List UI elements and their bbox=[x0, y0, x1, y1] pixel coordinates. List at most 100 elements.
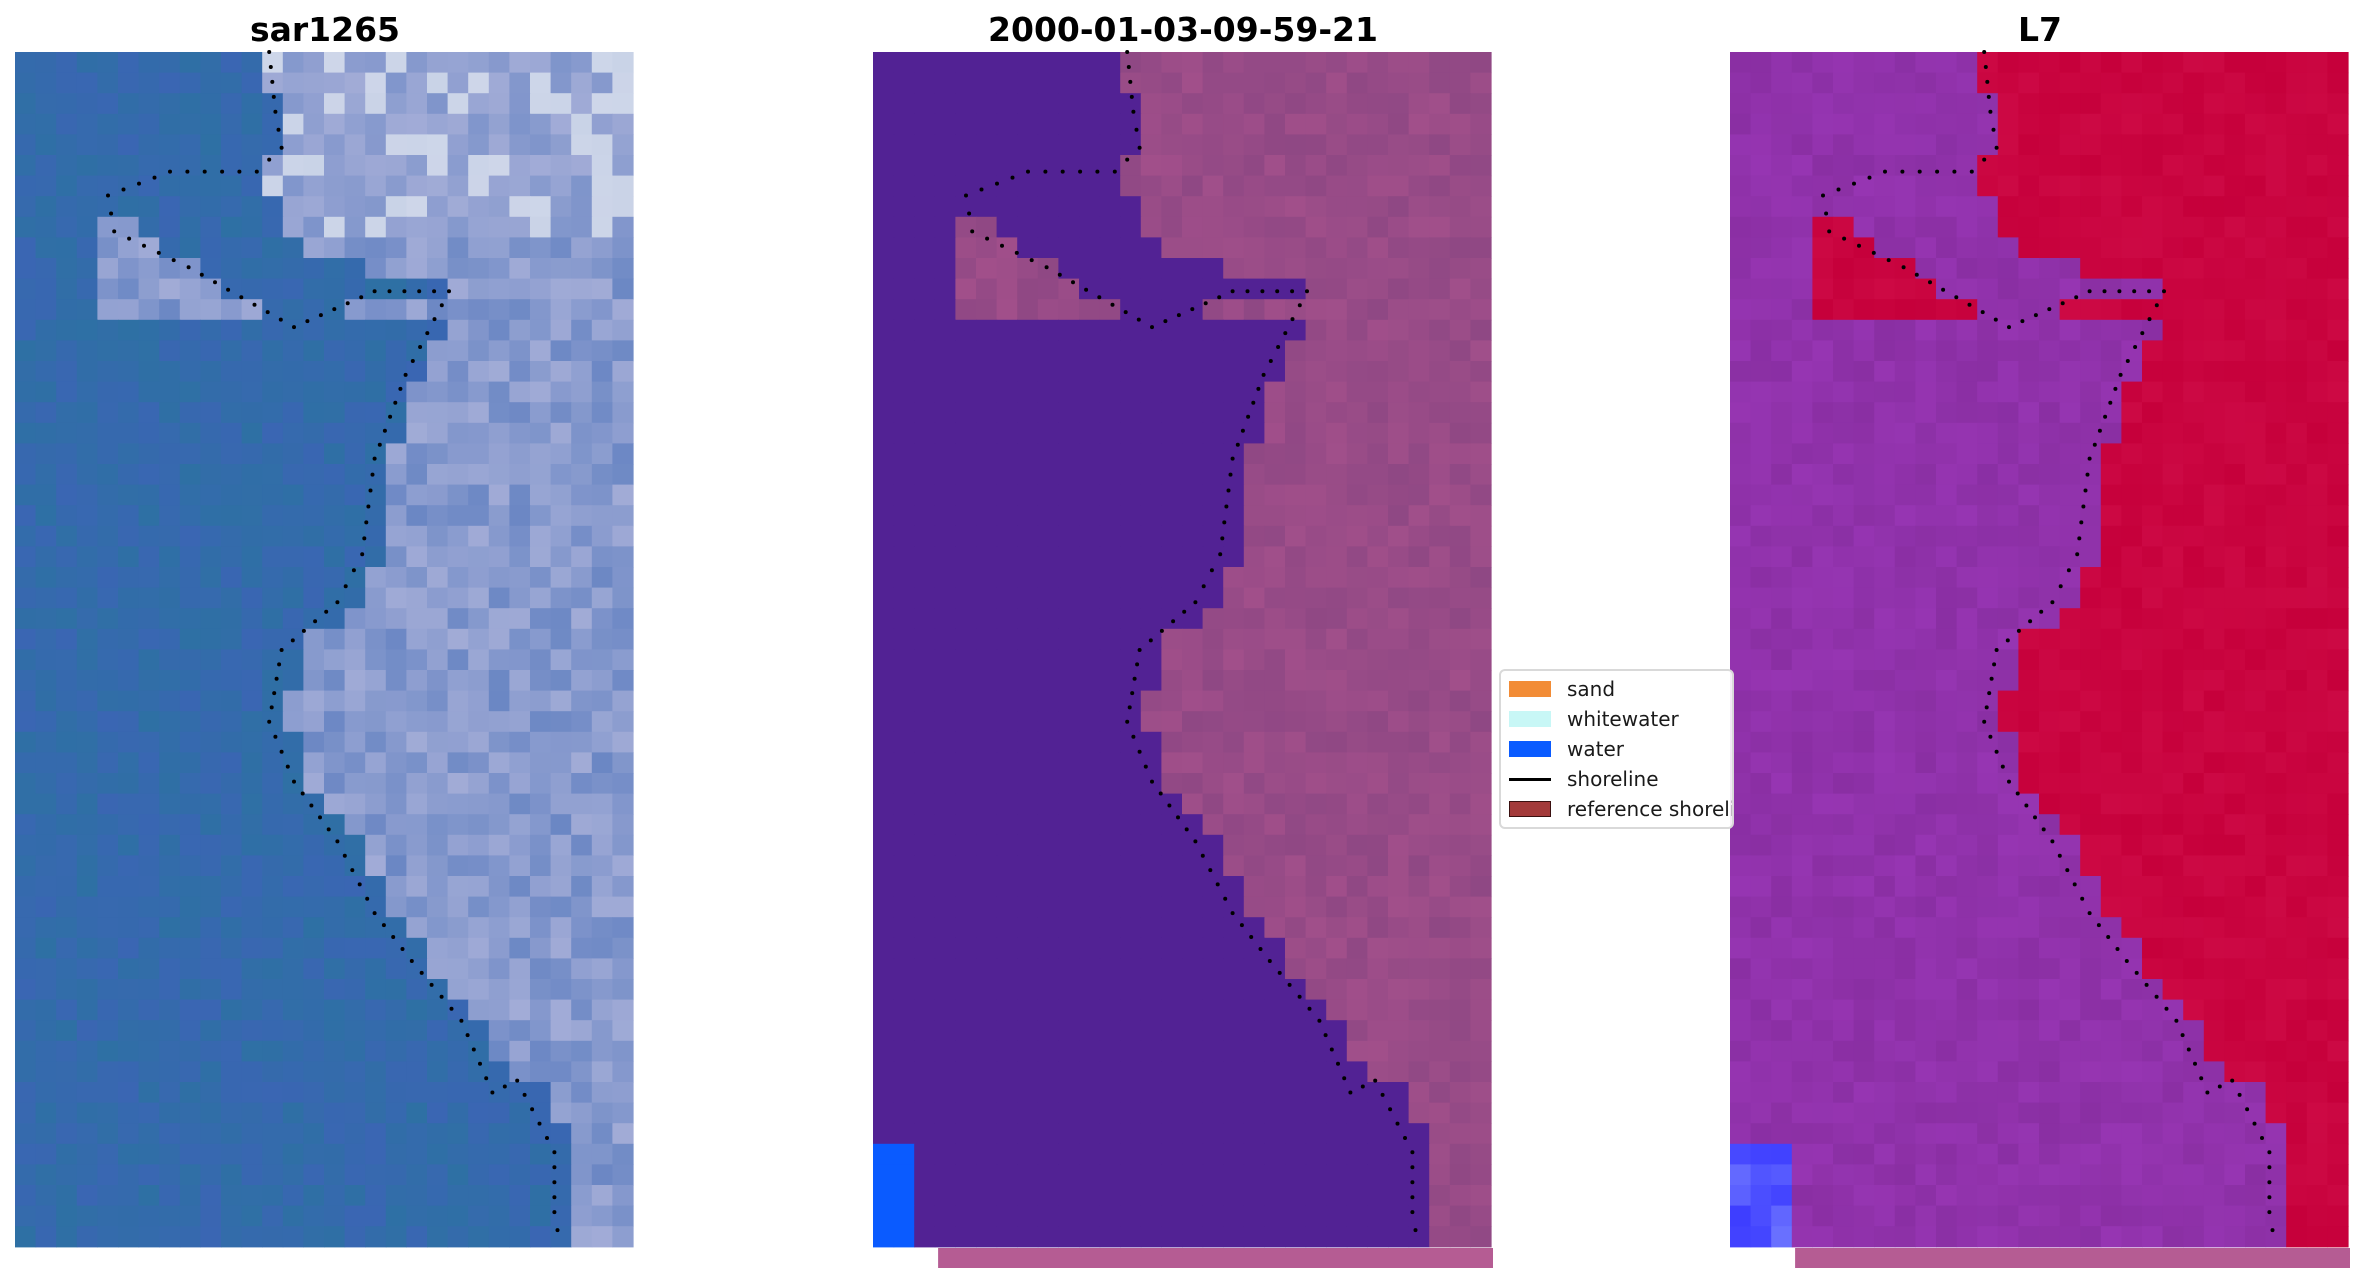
image-pixel bbox=[159, 896, 181, 918]
image-pixel bbox=[934, 196, 956, 218]
image-pixel bbox=[1429, 52, 1451, 74]
image-pixel bbox=[76, 752, 98, 774]
image-pixel bbox=[1285, 917, 1307, 939]
image-pixel bbox=[1243, 1102, 1265, 1124]
image-pixel bbox=[56, 216, 78, 238]
image-pixel bbox=[1305, 113, 1327, 135]
image-pixel bbox=[56, 464, 78, 486]
image-pixel bbox=[571, 237, 593, 259]
image-pixel bbox=[509, 937, 531, 959]
image-pixel bbox=[955, 814, 977, 836]
image-pixel bbox=[1915, 340, 1937, 362]
image-pixel bbox=[15, 1061, 37, 1083]
image-pixel bbox=[1120, 1123, 1142, 1145]
image-pixel bbox=[406, 113, 428, 135]
image-pixel bbox=[591, 402, 613, 424]
image-pixel bbox=[893, 134, 915, 156]
image-pixel bbox=[1017, 587, 1039, 609]
image-pixel bbox=[1449, 381, 1471, 403]
image-pixel bbox=[2121, 196, 2143, 218]
image-pixel bbox=[1388, 567, 1410, 589]
image-pixel bbox=[2142, 422, 2164, 444]
image-pixel bbox=[262, 979, 284, 1001]
image-pixel bbox=[385, 196, 407, 218]
shoreline-dot bbox=[300, 791, 305, 796]
image-pixel bbox=[1388, 834, 1410, 856]
image-pixel bbox=[1346, 525, 1368, 547]
shoreline-dot bbox=[552, 1195, 557, 1200]
image-pixel bbox=[1470, 731, 1492, 753]
image-pixel bbox=[1161, 937, 1183, 959]
image-pixel bbox=[15, 670, 37, 692]
image-pixel bbox=[996, 587, 1018, 609]
image-pixel bbox=[1058, 711, 1080, 733]
image-pixel bbox=[1326, 1082, 1348, 1104]
image-pixel bbox=[241, 113, 263, 135]
image-pixel bbox=[468, 402, 490, 424]
image-pixel bbox=[221, 793, 243, 815]
image-pixel bbox=[303, 773, 325, 795]
image-pixel bbox=[2245, 546, 2267, 568]
image-pixel bbox=[1120, 546, 1142, 568]
image-pixel bbox=[1017, 505, 1039, 527]
image-pixel bbox=[1346, 319, 1368, 341]
image-pixel bbox=[1977, 628, 1999, 650]
image-pixel bbox=[1997, 711, 2019, 733]
image-pixel bbox=[591, 443, 613, 465]
image-pixel bbox=[1853, 278, 1875, 300]
image-pixel bbox=[1326, 1040, 1348, 1062]
image-pixel bbox=[2327, 422, 2349, 444]
shoreline-dot bbox=[1095, 169, 1100, 174]
image-pixel bbox=[1388, 1020, 1410, 1042]
image-pixel bbox=[1161, 1205, 1183, 1227]
image-pixel bbox=[612, 1226, 634, 1248]
image-pixel bbox=[591, 422, 613, 444]
image-pixel bbox=[893, 567, 915, 589]
image-pixel bbox=[1285, 1040, 1307, 1062]
image-pixel bbox=[2100, 175, 2122, 197]
image-pixel bbox=[385, 319, 407, 341]
image-pixel bbox=[2306, 258, 2328, 280]
image-pixel bbox=[1874, 464, 1896, 486]
image-pixel bbox=[1997, 340, 2019, 362]
image-pixel bbox=[550, 793, 572, 815]
image-pixel bbox=[914, 464, 936, 486]
image-pixel bbox=[385, 340, 407, 362]
image-pixel bbox=[2162, 278, 2184, 300]
shoreline-dot bbox=[400, 947, 405, 951]
image-pixel bbox=[509, 1185, 531, 1207]
image-pixel bbox=[914, 999, 936, 1021]
image-pixel bbox=[1264, 258, 1286, 280]
image-pixel bbox=[612, 237, 634, 259]
image-pixel bbox=[2162, 752, 2184, 774]
image-pixel bbox=[1750, 402, 1772, 424]
image-pixel bbox=[221, 175, 243, 197]
image-pixel bbox=[1812, 319, 1834, 341]
image-pixel bbox=[365, 834, 387, 856]
image-pixel bbox=[1730, 258, 1752, 280]
image-pixel bbox=[1346, 237, 1368, 259]
image-pixel bbox=[873, 237, 895, 259]
image-pixel bbox=[1449, 1102, 1471, 1124]
shoreline-dot bbox=[995, 181, 999, 186]
image-pixel bbox=[1791, 361, 1813, 383]
image-pixel bbox=[976, 979, 998, 1001]
image-pixel bbox=[530, 1185, 552, 1207]
image-pixel bbox=[159, 1185, 181, 1207]
image-pixel bbox=[1326, 1102, 1348, 1124]
image-pixel bbox=[179, 1082, 201, 1104]
image-pixel bbox=[509, 402, 531, 424]
image-pixel bbox=[365, 155, 387, 177]
shoreline-dot bbox=[403, 372, 408, 377]
image-pixel bbox=[996, 731, 1018, 753]
image-pixel bbox=[406, 752, 428, 774]
image-pixel bbox=[1812, 587, 1834, 609]
image-pixel bbox=[2203, 649, 2225, 671]
image-pixel bbox=[1017, 319, 1039, 341]
image-pixel bbox=[385, 670, 407, 692]
image-pixel bbox=[1243, 752, 1265, 774]
image-pixel bbox=[1161, 72, 1183, 94]
image-pixel bbox=[1833, 196, 1855, 218]
image-pixel bbox=[15, 855, 37, 877]
image-pixel bbox=[365, 505, 387, 527]
